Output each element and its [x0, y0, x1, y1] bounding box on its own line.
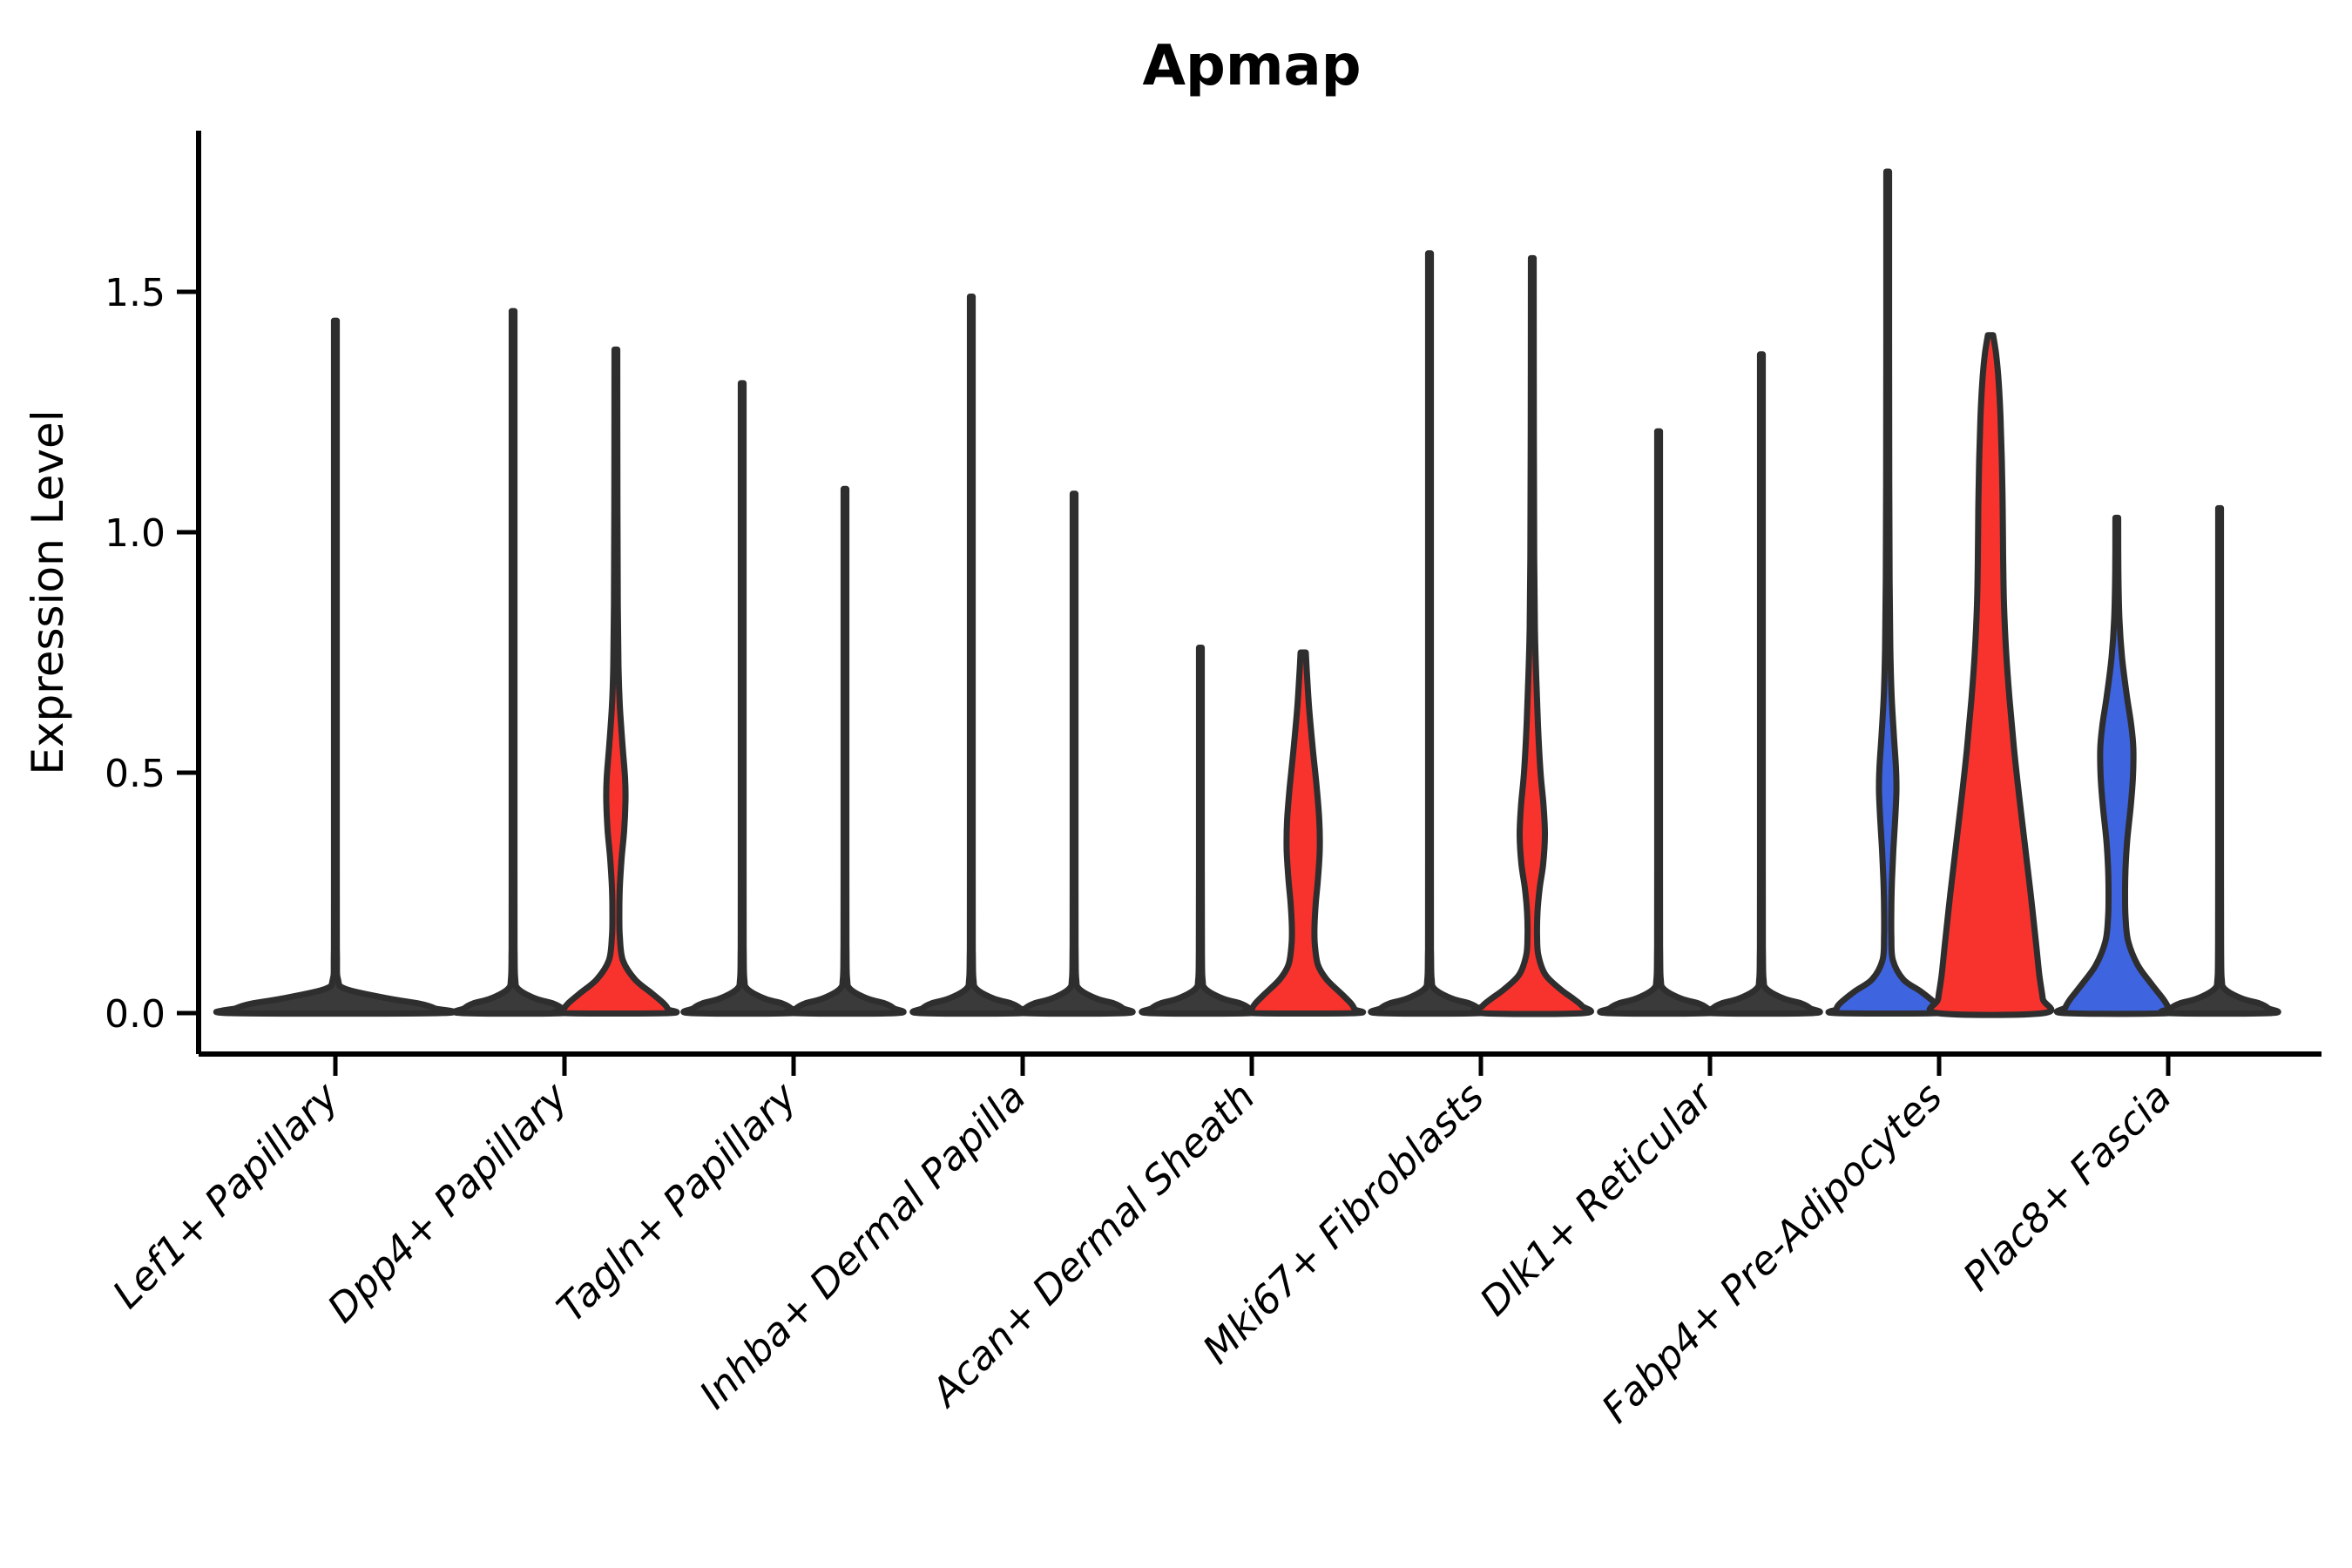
violin-inhba-dermal-papilla-right — [1012, 490, 1136, 1017]
x-tick-label-dlk1-reticular: Dlk1+ Reticular — [1470, 1072, 1723, 1325]
violin-acan-dermal-sheath-left — [1139, 645, 1262, 1017]
y-tick-label-0.0: 0.0 — [105, 992, 166, 1037]
violin-acan-dermal-sheath-right — [1240, 649, 1367, 1017]
x-tick-label-lef1-papillary: Lef1+ Papillary — [104, 1072, 348, 1317]
y-tick-label-1.5: 1.5 — [105, 271, 166, 315]
y-tick-label-1.0: 1.0 — [105, 511, 166, 556]
violin-fabp4-pre-adipocytes-right — [1926, 332, 2055, 1018]
y-axis: 0.0 0.5 1.0 1.5 — [105, 131, 201, 1054]
x-tick-label-plac8-fascia: Plac8+ Fascia — [1954, 1073, 2180, 1300]
x-tick-label-tagln-papillary: Tagln+ Papillary — [548, 1072, 807, 1331]
violin-dlk1-reticular-right — [1700, 351, 1823, 1017]
violin-fabp4-pre-adipocytes-left — [1825, 168, 1950, 1017]
violin-tagln-papillary-right — [783, 485, 907, 1017]
y-axis-label: Expression Level — [23, 409, 73, 774]
violin-dlk1-reticular-left — [1597, 428, 1720, 1017]
violin-mki67-fibroblasts-right — [1470, 254, 1594, 1017]
violin-inhba-dermal-papilla-left — [909, 294, 1033, 1017]
x-tick-label-dpp4-papillary: Dpp4+ Papillary — [319, 1072, 578, 1331]
violin-plac8-fascia-right — [2158, 504, 2281, 1017]
violin-mki67-fibroblasts-left — [1368, 250, 1491, 1017]
violin-plac8-fascia-left — [2053, 514, 2180, 1017]
y-tick-label-0.5: 0.5 — [105, 752, 166, 796]
violin-dpp4-papillary-left — [451, 308, 575, 1017]
violin-dpp4-papillary-right — [551, 346, 680, 1017]
violin-lef1-papillary-center — [213, 317, 458, 1017]
violin-group — [213, 168, 2281, 1018]
violin-tagln-papillary-left — [680, 380, 804, 1017]
chart-title: Apmap — [1142, 34, 1361, 98]
